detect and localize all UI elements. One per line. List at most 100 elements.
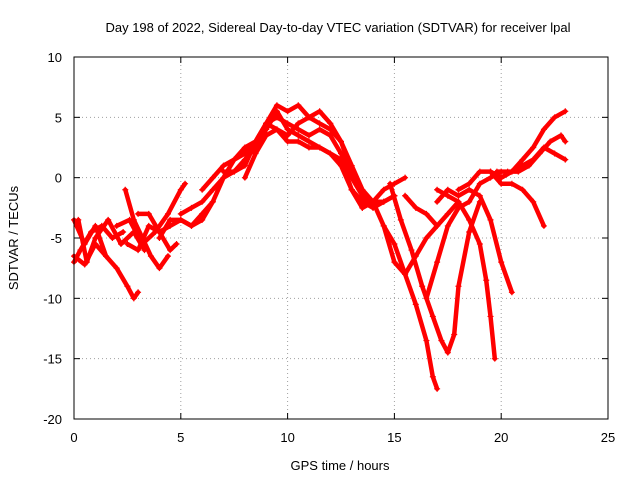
data-point — [402, 271, 409, 278]
data-point — [316, 120, 323, 127]
data-point — [508, 180, 515, 187]
data-point — [434, 222, 441, 229]
chart-title: Day 198 of 2022, Sidereal Day-to-day VTE… — [105, 20, 570, 35]
series-markers-sat-p — [387, 180, 483, 356]
series-markers-sat-x — [498, 144, 569, 181]
data-point — [547, 138, 554, 145]
data-point — [135, 289, 142, 296]
data-point — [316, 144, 323, 151]
data-point — [380, 186, 387, 193]
series-line-sat-q — [402, 193, 461, 229]
data-point — [284, 108, 291, 115]
data-point — [252, 150, 259, 157]
data-point — [167, 247, 174, 254]
data-point — [558, 132, 565, 139]
data-point — [145, 222, 152, 229]
data-point — [412, 204, 419, 211]
data-point — [429, 313, 436, 320]
data-point — [188, 204, 195, 211]
data-point — [380, 198, 387, 205]
data-point — [498, 259, 505, 266]
series-markers-sat-j — [177, 114, 366, 217]
data-point — [305, 132, 312, 139]
data-point — [540, 126, 547, 133]
data-point — [380, 222, 387, 229]
data-point — [419, 283, 426, 290]
data-point — [173, 241, 180, 248]
data-point — [444, 349, 451, 356]
data-point — [434, 198, 441, 205]
data-point — [113, 265, 120, 272]
series-line-sat-s — [434, 187, 498, 361]
x-tick-label: 15 — [387, 430, 401, 445]
data-point — [135, 247, 142, 254]
data-point — [348, 186, 355, 193]
data-point — [156, 235, 163, 241]
y-tick-label: -15 — [43, 352, 62, 367]
data-point — [327, 132, 334, 139]
data-point — [263, 120, 270, 127]
data-point — [122, 186, 129, 193]
data-point — [164, 253, 171, 260]
data-point — [81, 261, 88, 268]
data-point — [493, 168, 500, 175]
data-point — [338, 138, 344, 145]
data-point — [263, 132, 270, 139]
data-point — [466, 228, 473, 235]
x-tick-label: 25 — [601, 430, 615, 445]
data-point — [551, 150, 558, 157]
data-point — [487, 168, 494, 175]
data-point — [562, 156, 569, 163]
data-point — [483, 277, 490, 284]
series-markers-sat-t — [434, 186, 515, 296]
data-point — [530, 198, 537, 205]
series-markers-sat-v — [487, 108, 569, 181]
data-point — [305, 138, 312, 145]
data-point — [387, 180, 394, 187]
data-point — [434, 186, 441, 193]
data-point — [177, 210, 184, 217]
data-point — [156, 265, 163, 272]
data-point — [164, 210, 171, 217]
data-point — [220, 168, 227, 175]
data-point — [284, 132, 291, 139]
data-point — [284, 126, 291, 133]
data-point — [295, 138, 302, 145]
data-point — [295, 126, 302, 133]
data-point — [508, 289, 515, 296]
data-point — [402, 192, 409, 199]
data-point — [105, 216, 112, 223]
data-point — [391, 241, 398, 248]
data-point — [177, 186, 184, 193]
data-point — [273, 102, 280, 109]
data-point — [466, 216, 473, 223]
y-tick-label: 5 — [55, 110, 62, 125]
data-point — [145, 210, 152, 217]
data-point — [530, 144, 537, 151]
data-point — [135, 210, 142, 217]
y-axis-label: SDTVAR / TECUs — [6, 185, 21, 290]
data-point — [455, 192, 462, 199]
data-point — [241, 144, 248, 151]
x-axis-label: GPS time / hours — [291, 458, 390, 473]
series-line-sat-g — [125, 223, 179, 253]
x-tick-label: 10 — [280, 430, 294, 445]
axis-ticks: 0 5 10 15 20 25 -20 -15 -10 -5 0 5 10 — [43, 50, 615, 445]
series-line-sat-h — [135, 199, 216, 235]
data-point — [117, 241, 124, 248]
series-line-sat-d — [71, 241, 109, 267]
series-markers-sat-l — [220, 102, 398, 211]
data-point — [124, 241, 131, 248]
y-tick-label: 0 — [55, 171, 62, 186]
series-line-sat-j — [178, 115, 365, 217]
grid-lines — [74, 57, 608, 419]
data-point — [498, 174, 505, 181]
series-line-sat-t — [434, 187, 515, 295]
data-point — [476, 168, 483, 175]
data-point — [455, 283, 462, 290]
y-tick-label: -10 — [43, 291, 62, 306]
data-point — [540, 222, 547, 229]
data-point — [167, 216, 174, 223]
y-tick-label: -5 — [50, 231, 62, 246]
data-point — [124, 283, 131, 290]
